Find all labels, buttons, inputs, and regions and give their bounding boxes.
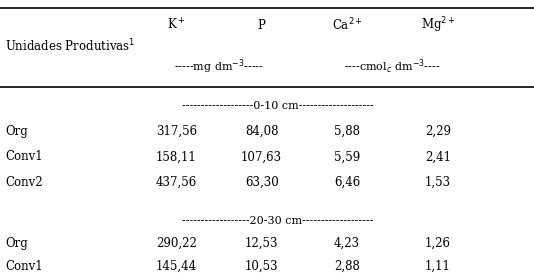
Text: 290,22: 290,22	[156, 237, 197, 250]
Text: -----mg dm$^{-3}$-----: -----mg dm$^{-3}$-----	[174, 58, 264, 76]
Text: Conv1: Conv1	[5, 150, 43, 163]
Text: 2,88: 2,88	[334, 260, 360, 272]
Text: ----cmol$_c$ dm$^{-3}$----: ----cmol$_c$ dm$^{-3}$----	[344, 58, 441, 76]
Text: 4,23: 4,23	[334, 237, 360, 250]
Text: 5,59: 5,59	[334, 150, 360, 163]
Text: Org: Org	[5, 125, 28, 138]
Text: 10,53: 10,53	[245, 260, 278, 272]
Text: 317,56: 317,56	[155, 125, 197, 138]
Text: 84,08: 84,08	[245, 125, 278, 138]
Text: Unidades Produtivas$^1$: Unidades Produtivas$^1$	[5, 38, 136, 55]
Text: P: P	[258, 19, 265, 32]
Text: 1,26: 1,26	[425, 237, 451, 250]
Text: 63,30: 63,30	[245, 176, 279, 188]
Text: Org: Org	[5, 237, 28, 250]
Text: 12,53: 12,53	[245, 237, 278, 250]
Text: 2,41: 2,41	[425, 150, 451, 163]
Text: 2,29: 2,29	[425, 125, 451, 138]
Text: Ca$^{2+}$: Ca$^{2+}$	[332, 17, 363, 34]
Text: 1,53: 1,53	[425, 176, 451, 188]
Text: 145,44: 145,44	[155, 260, 197, 272]
Text: -------------------0-10 cm--------------------: -------------------0-10 cm--------------…	[182, 101, 374, 111]
Text: Mg$^{2+}$: Mg$^{2+}$	[421, 15, 455, 35]
Text: ------------------20-30 cm-------------------: ------------------20-30 cm--------------…	[182, 216, 373, 226]
Text: 1,11: 1,11	[425, 260, 451, 272]
Text: Conv1: Conv1	[5, 260, 43, 272]
Text: Conv2: Conv2	[5, 176, 43, 188]
Text: 6,46: 6,46	[334, 176, 360, 188]
Text: 107,63: 107,63	[241, 150, 282, 163]
Text: 5,88: 5,88	[334, 125, 360, 138]
Text: K$^+$: K$^+$	[167, 18, 185, 33]
Text: 158,11: 158,11	[156, 150, 197, 163]
Text: 437,56: 437,56	[155, 176, 197, 188]
